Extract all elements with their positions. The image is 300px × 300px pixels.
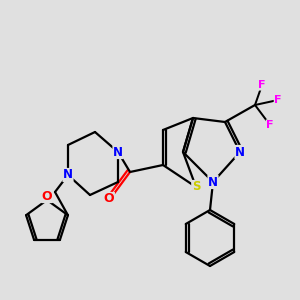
- Text: N: N: [113, 146, 123, 158]
- Text: N: N: [63, 169, 73, 182]
- Text: S: S: [192, 181, 200, 194]
- Text: F: F: [266, 120, 274, 130]
- Text: O: O: [42, 190, 52, 202]
- Text: F: F: [274, 95, 282, 105]
- Text: F: F: [258, 80, 266, 90]
- Text: O: O: [104, 193, 114, 206]
- Text: N: N: [235, 146, 245, 158]
- Text: N: N: [208, 176, 218, 188]
